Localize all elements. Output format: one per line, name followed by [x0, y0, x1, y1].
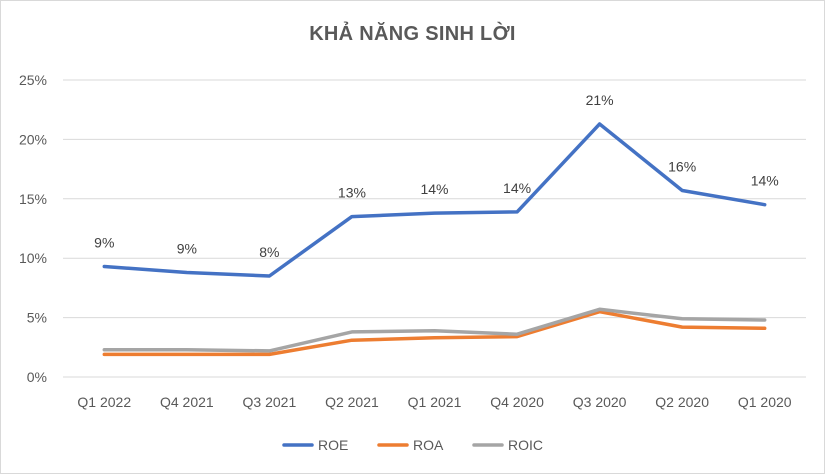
y-tick-label: 5% — [27, 310, 47, 326]
data-label: 14% — [503, 180, 531, 196]
x-tick-label: Q4 2021 — [160, 394, 214, 410]
series-line-roe — [102, 122, 767, 278]
legend: ROE ROA ROIC — [282, 437, 543, 453]
data-label: 21% — [586, 92, 614, 108]
y-tick-label: 10% — [19, 250, 47, 266]
data-label: 16% — [668, 158, 696, 174]
data-label: 14% — [751, 173, 779, 189]
y-tick-label: 0% — [27, 369, 47, 385]
legend-label-roe: ROE — [318, 437, 348, 453]
x-tick-label: Q1 2020 — [738, 394, 792, 410]
x-tick-label: Q3 2021 — [243, 394, 297, 410]
series-line-roa — [102, 309, 767, 357]
data-labels: 9% 9% 8% 13% 14% 14% 21% 16% 14% — [94, 92, 779, 260]
series-lines — [102, 122, 767, 357]
series-line-roic — [102, 307, 767, 353]
y-tick-label: 25% — [19, 72, 47, 88]
x-tick-label: Q4 2020 — [490, 394, 544, 410]
x-tick-label: Q2 2020 — [655, 394, 709, 410]
y-tick-label: 15% — [19, 191, 47, 207]
y-axis-tick-labels: 0% 5% 10% 15% 20% 25% — [19, 72, 47, 385]
x-tick-label: Q2 2021 — [325, 394, 379, 410]
legend-label-roic: ROIC — [508, 437, 543, 453]
x-tick-label: Q1 2022 — [77, 394, 131, 410]
x-axis-tick-labels: Q1 2022 Q4 2021 Q3 2021 Q2 2021 Q1 2021 Q4 20… — [77, 394, 791, 410]
data-label: 9% — [177, 240, 197, 256]
gridlines — [63, 79, 806, 378]
chart-title: KHẢ NĂNG SINH LỜI — [309, 23, 516, 45]
x-tick-label: Q1 2021 — [408, 394, 462, 410]
y-tick-label: 20% — [19, 131, 47, 147]
data-label: 13% — [338, 185, 366, 201]
data-label: 8% — [259, 244, 279, 260]
data-label: 9% — [94, 235, 114, 251]
legend-label-roa: ROA — [413, 437, 444, 453]
data-label: 14% — [420, 181, 448, 197]
x-tick-label: Q3 2020 — [573, 394, 627, 410]
